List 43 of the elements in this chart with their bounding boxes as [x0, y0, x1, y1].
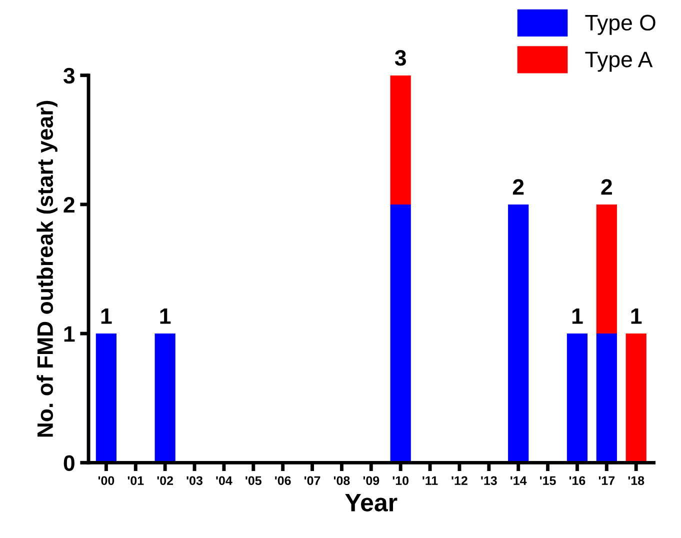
bar — [96, 334, 116, 463]
bar — [154, 334, 176, 463]
x-tick-label: '00 — [98, 476, 114, 486]
bar — [626, 334, 646, 463]
legend-label: Type A — [585, 52, 653, 72]
bar — [508, 204, 529, 463]
total-label: 2 — [512, 179, 524, 195]
x-tick-label: '07 — [304, 476, 320, 486]
x-tick-label: '12 — [452, 476, 468, 485]
x-tick-label: '08 — [334, 476, 350, 486]
bar — [596, 204, 617, 334]
x-tick-label: '15 — [540, 476, 556, 486]
x-tick-label: '16 — [569, 476, 586, 486]
x-tick-label: '03 — [186, 476, 202, 486]
total-label: 3 — [394, 50, 406, 66]
x-tick-label: '01 — [128, 476, 144, 486]
total-label: 1 — [101, 308, 112, 324]
bar — [566, 334, 588, 463]
y-tick-label: 0 — [64, 455, 74, 471]
x-tick-label: '09 — [363, 476, 380, 486]
x-tick-label: '02 — [157, 476, 174, 486]
y-tick-label: 1 — [64, 326, 75, 342]
x-axis-title: Year — [345, 494, 398, 512]
y-tick-label: 2 — [64, 196, 74, 212]
x-tick-label: '13 — [481, 476, 497, 486]
bar — [390, 75, 411, 204]
total-label: 2 — [601, 179, 612, 195]
x-tick-label: '18 — [628, 476, 644, 486]
y-axis-title: No. of FMD outbreak (start year) — [36, 100, 58, 437]
total-label: 1 — [572, 308, 583, 324]
total-label: 1 — [631, 308, 642, 324]
x-tick-label: '14 — [510, 476, 527, 485]
x-tick-label: '04 — [216, 476, 232, 486]
x-tick-label: '17 — [598, 476, 615, 485]
legend-label: Type O — [585, 14, 656, 35]
bar — [596, 334, 617, 463]
x-tick-label: '05 — [246, 476, 262, 486]
y-tick-label: 3 — [63, 68, 75, 84]
total-label: 1 — [160, 308, 171, 324]
x-tick-label: '10 — [392, 476, 409, 486]
x-tick-label: '11 — [422, 476, 438, 485]
bar — [390, 204, 411, 463]
x-tick-label: '06 — [275, 476, 291, 486]
